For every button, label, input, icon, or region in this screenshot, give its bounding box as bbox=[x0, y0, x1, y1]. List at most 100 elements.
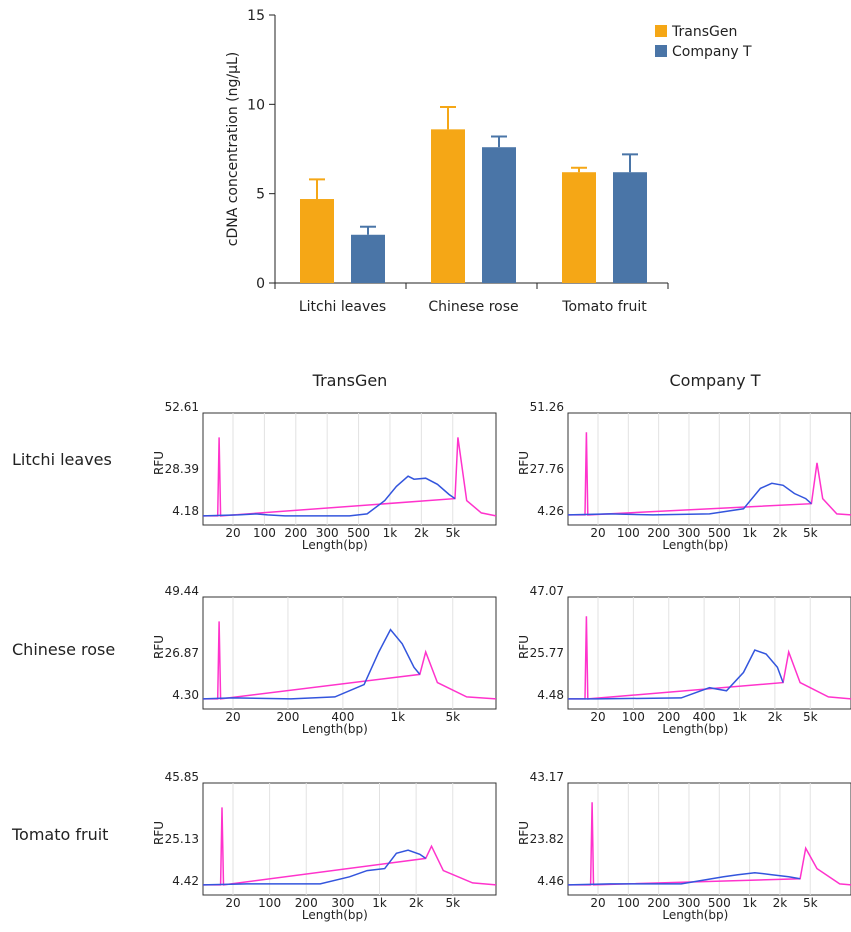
x-tick-label: 200 bbox=[276, 710, 299, 724]
trace-sample bbox=[202, 849, 427, 886]
x-tick-label: 1k bbox=[383, 526, 398, 540]
x-axis-label: Length(bp) bbox=[662, 908, 728, 922]
x-tick-label: 2k bbox=[768, 710, 783, 724]
panel-frame bbox=[202, 782, 497, 896]
y-tick-label: 0 bbox=[256, 276, 265, 292]
y-tick-label: 4.42 bbox=[172, 874, 199, 888]
electropherogram-panel: 20 100 200 300 500 1k 2k 5k 43.17 23.82 4.46 RFU Len… bbox=[517, 770, 851, 922]
y-axis-label: RFU bbox=[152, 821, 166, 845]
x-tick-label: 200 bbox=[657, 710, 680, 724]
y-tick-label: 5 bbox=[256, 187, 265, 203]
panel-frame bbox=[202, 596, 497, 710]
x-tick-label: 1k bbox=[732, 710, 747, 724]
x-tick-label: 1k bbox=[742, 896, 757, 910]
x-tick-label: 5k bbox=[803, 710, 818, 724]
bar bbox=[562, 172, 596, 283]
y-tick-label: 52.61 bbox=[165, 400, 199, 414]
bar bbox=[300, 199, 334, 283]
x-tick-label: 100 bbox=[617, 526, 640, 540]
x-tick-label: 20 bbox=[225, 526, 240, 540]
x-tick-label: 200 bbox=[284, 526, 307, 540]
x-tick-label: 300 bbox=[678, 896, 701, 910]
x-tick-label: 2k bbox=[773, 526, 788, 540]
y-tick-label: 49.44 bbox=[165, 584, 199, 598]
electropherogram-panel: 20 100 200 300 500 1k 2k 5k 52.61 28.39 4.18 RFU Len… bbox=[152, 400, 497, 552]
x-tick-label: 500 bbox=[708, 526, 731, 540]
x-tick-label: 2k bbox=[773, 896, 788, 910]
panel-frame bbox=[202, 412, 497, 526]
y-tick-label: 28.39 bbox=[165, 462, 199, 476]
y-tick-label: 10 bbox=[247, 97, 265, 113]
x-tick-label: 200 bbox=[647, 896, 670, 910]
x-tick-label: 2k bbox=[414, 526, 429, 540]
x-axis-label: Length(bp) bbox=[302, 908, 368, 922]
x-axis-label: Length(bp) bbox=[302, 722, 368, 736]
x-tick-label: 200 bbox=[647, 526, 670, 540]
panel-frame bbox=[567, 782, 851, 896]
x-tick-label: 5k bbox=[445, 710, 460, 724]
x-tick-label: 400 bbox=[331, 710, 354, 724]
x-tick-label: 1k bbox=[391, 710, 406, 724]
panel-frame bbox=[567, 596, 851, 710]
x-axis-label: Length(bp) bbox=[302, 538, 368, 552]
y-axis-label: RFU bbox=[152, 635, 166, 659]
y-tick-label: 26.87 bbox=[165, 646, 199, 660]
y-axis-label: RFU bbox=[517, 451, 531, 475]
y-tick-label: 15 bbox=[247, 8, 265, 24]
y-tick-label: 4.46 bbox=[537, 874, 564, 888]
trace-sample bbox=[567, 482, 812, 516]
x-tick-label: Chinese rose bbox=[428, 299, 518, 315]
y-tick-label: 51.26 bbox=[530, 400, 564, 414]
legend-swatch bbox=[655, 25, 667, 37]
bar bbox=[613, 172, 647, 283]
electropherogram-panel: 20 100 200 300 500 1k 2k 5k 51.26 27.76 4.26 RFU Len… bbox=[517, 400, 851, 552]
x-tick-label: 5k bbox=[445, 526, 460, 540]
x-tick-label: 300 bbox=[316, 526, 339, 540]
x-tick-label: 100 bbox=[617, 896, 640, 910]
legend-swatch bbox=[655, 45, 667, 57]
row-label: Tomato fruit bbox=[11, 825, 108, 844]
x-tick-label: 100 bbox=[253, 526, 276, 540]
electropherogram-panel: 20 200 400 1k 5k 49.44 26.87 4.30 RFU Length(bp) bbox=[152, 584, 497, 736]
x-tick-label: 100 bbox=[258, 896, 281, 910]
panel-frame bbox=[567, 412, 851, 526]
y-axis-label: RFU bbox=[517, 635, 531, 659]
x-tick-label: 1k bbox=[742, 526, 757, 540]
x-tick-label: 5k bbox=[803, 896, 818, 910]
x-tick-label: 20 bbox=[590, 526, 605, 540]
y-tick-label: 4.18 bbox=[172, 504, 199, 518]
x-tick-label: Tomato fruit bbox=[561, 299, 647, 315]
x-tick-label: 20 bbox=[225, 710, 240, 724]
y-axis-label: RFU bbox=[152, 451, 166, 475]
x-tick-label: 1k bbox=[372, 896, 387, 910]
electropherogram-panel: 20 100 200 400 1k 2k 5k 47.07 25.77 4.48 RFU Length… bbox=[517, 584, 851, 736]
trace-sample bbox=[202, 628, 421, 700]
column-title: Company T bbox=[670, 371, 761, 390]
x-tick-label: 20 bbox=[590, 710, 605, 724]
x-tick-label: 5k bbox=[445, 896, 460, 910]
y-tick-label: 4.26 bbox=[537, 504, 564, 518]
column-title: TransGen bbox=[312, 371, 388, 390]
x-tick-label: 100 bbox=[622, 710, 645, 724]
trace-sample bbox=[568, 649, 784, 700]
trace-sample bbox=[567, 871, 801, 886]
legend-label: Company T bbox=[672, 44, 752, 60]
x-tick-label: 300 bbox=[678, 526, 701, 540]
x-axis-label: Length(bp) bbox=[662, 722, 728, 736]
bar bbox=[431, 129, 465, 283]
x-tick-label: 20 bbox=[590, 896, 605, 910]
y-tick-label: 43.17 bbox=[530, 770, 564, 784]
x-tick-label: 500 bbox=[347, 526, 370, 540]
bar bbox=[351, 234, 385, 283]
y-tick-label: 4.48 bbox=[537, 688, 564, 702]
electropherogram-panel: 20 100 200 300 1k 2k 5k 45.85 25.13 4.42 RFU Length… bbox=[152, 770, 497, 922]
y-tick-label: 25.77 bbox=[530, 646, 564, 660]
y-tick-label: 45.85 bbox=[165, 770, 199, 784]
y-tick-label: 25.13 bbox=[165, 832, 199, 846]
y-tick-label: 27.76 bbox=[530, 462, 564, 476]
bar bbox=[482, 147, 516, 283]
trace-sample bbox=[202, 475, 456, 517]
x-tick-label: 400 bbox=[693, 710, 716, 724]
y-tick-label: 4.30 bbox=[172, 688, 199, 702]
